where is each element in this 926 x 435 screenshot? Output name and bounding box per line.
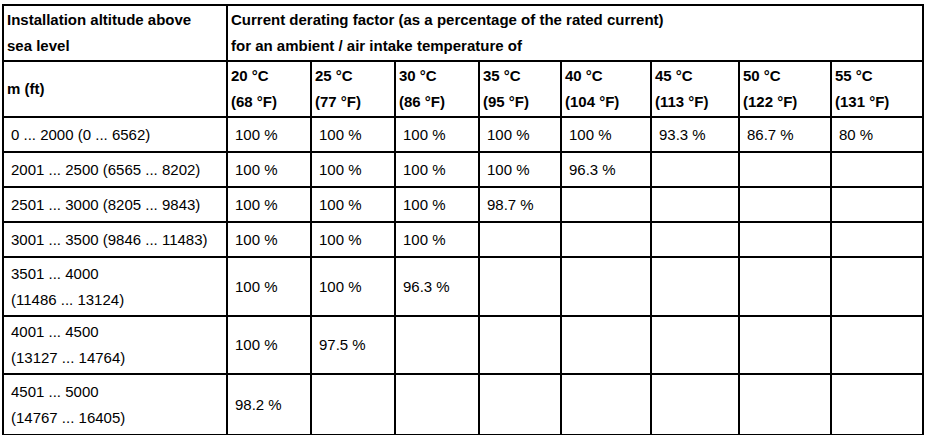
derating-table: Installation altitude above sea level Cu… [2, 4, 924, 435]
table-row: 3501 ... 4000 (11486 ... 13124) 100 % 10… [3, 257, 923, 316]
value-cell: 100 % [395, 152, 479, 187]
value-cell: 100 % [227, 152, 311, 187]
value-cell: 93.3 % [651, 117, 739, 152]
altitude-cell: 2501 ... 3000 (8205 ... 9843) [3, 187, 227, 222]
altitude-cell: 0 ... 2000 (0 ... 6562) [3, 117, 227, 152]
value-cell: 100 % [395, 222, 479, 257]
value-cell [831, 222, 923, 257]
value-cell [395, 316, 479, 374]
value-cell: 96.3 % [395, 257, 479, 316]
value-cell: 100 % [227, 257, 311, 316]
header-altitude: Installation altitude above sea level [3, 5, 227, 61]
value-cell [311, 374, 395, 435]
value-cell [561, 316, 651, 374]
value-cell: 100 % [311, 117, 395, 152]
value-cell: 97.5 % [311, 316, 395, 374]
value-cell: 100 % [227, 117, 311, 152]
table-row: 3001 ... 3500 (9846 ... 11483) 100 % 100… [3, 222, 923, 257]
altitude-cell: 4501 ... 5000 (14767 ... 16405) [3, 374, 227, 435]
value-cell [479, 374, 561, 435]
value-cell: 100 % [311, 257, 395, 316]
value-cell [831, 257, 923, 316]
value-cell: 86.7 % [739, 117, 831, 152]
value-cell: 100 % [479, 117, 561, 152]
value-cell [651, 257, 739, 316]
value-cell: 100 % [227, 316, 311, 374]
value-cell [479, 222, 561, 257]
header-row-1: Installation altitude above sea level Cu… [3, 5, 923, 61]
value-cell: 100 % [395, 117, 479, 152]
header-temp-20c: 20 °C (68 °F) [227, 61, 311, 117]
header-row-2: m (ft) 20 °C (68 °F) 25 °C (77 °F) 30 °C… [3, 61, 923, 117]
value-cell [651, 316, 739, 374]
value-cell [651, 374, 739, 435]
value-cell [831, 374, 923, 435]
header-temp-55c: 55 °C (131 °F) [831, 61, 923, 117]
header-derating: Current derating factor (as a percentage… [227, 5, 923, 61]
header-temp-50c: 50 °C (122 °F) [739, 61, 831, 117]
altitude-cell: 3501 ... 4000 (11486 ... 13124) [3, 257, 227, 316]
value-cell [561, 222, 651, 257]
value-cell [739, 152, 831, 187]
header-unit: m (ft) [3, 61, 227, 117]
value-cell: 100 % [561, 117, 651, 152]
value-cell: 100 % [311, 187, 395, 222]
value-cell [561, 374, 651, 435]
header-temp-30c: 30 °C (86 °F) [395, 61, 479, 117]
value-cell: 96.3 % [561, 152, 651, 187]
value-cell [395, 374, 479, 435]
value-cell: 98.7 % [479, 187, 561, 222]
altitude-cell: 4001 ... 4500 (13127 ... 14764) [3, 316, 227, 374]
table-row: 2501 ... 3000 (8205 ... 9843) 100 % 100 … [3, 187, 923, 222]
value-cell: 100 % [311, 222, 395, 257]
value-cell [651, 222, 739, 257]
table-row: 2001 ... 2500 (6565 ... 8202) 100 % 100 … [3, 152, 923, 187]
value-cell [651, 152, 739, 187]
altitude-cell: 3001 ... 3500 (9846 ... 11483) [3, 222, 227, 257]
value-cell [739, 316, 831, 374]
value-cell [739, 374, 831, 435]
value-cell [739, 257, 831, 316]
header-temp-40c: 40 °C (104 °F) [561, 61, 651, 117]
value-cell: 98.2 % [227, 374, 311, 435]
value-cell [831, 187, 923, 222]
table-row: 4001 ... 4500 (13127 ... 14764) 100 % 97… [3, 316, 923, 374]
value-cell [831, 316, 923, 374]
value-cell: 100 % [479, 152, 561, 187]
table-row: 4501 ... 5000 (14767 ... 16405) 98.2 % [3, 374, 923, 435]
value-cell: 100 % [227, 222, 311, 257]
value-cell [479, 257, 561, 316]
value-cell [739, 222, 831, 257]
value-cell: 100 % [227, 187, 311, 222]
header-temp-45c: 45 °C (113 °F) [651, 61, 739, 117]
value-cell: 100 % [311, 152, 395, 187]
value-cell [651, 187, 739, 222]
value-cell [561, 257, 651, 316]
value-cell [739, 187, 831, 222]
value-cell [479, 316, 561, 374]
value-cell: 80 % [831, 117, 923, 152]
altitude-cell: 2001 ... 2500 (6565 ... 8202) [3, 152, 227, 187]
table-row: 0 ... 2000 (0 ... 6562) 100 % 100 % 100 … [3, 117, 923, 152]
header-temp-25c: 25 °C (77 °F) [311, 61, 395, 117]
value-cell [561, 187, 651, 222]
value-cell [831, 152, 923, 187]
value-cell: 100 % [395, 187, 479, 222]
header-temp-35c: 35 °C (95 °F) [479, 61, 561, 117]
